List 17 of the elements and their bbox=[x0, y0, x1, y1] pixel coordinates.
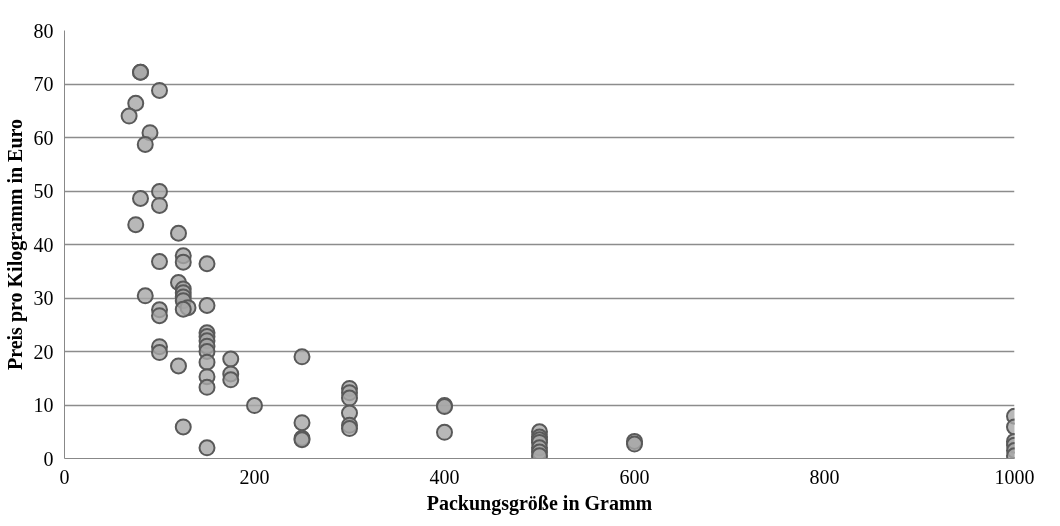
x-axis-title: Packungsgröße in Gramm bbox=[426, 491, 653, 515]
y-tick-label: 80 bbox=[33, 19, 54, 42]
y-tick-label: 70 bbox=[33, 73, 54, 95]
y-tick-label: 10 bbox=[33, 394, 54, 416]
y-tick-label: 20 bbox=[33, 340, 54, 363]
x-tick-label: 400 bbox=[429, 465, 460, 488]
y-axis-title: Preis pro Kilogramm in Euro bbox=[3, 118, 27, 371]
y-tick-label: 30 bbox=[33, 287, 54, 309]
x-tick-label: 1000 bbox=[994, 465, 1035, 488]
x-tick-label: 200 bbox=[239, 465, 270, 488]
x-tick-label: 800 bbox=[809, 465, 840, 488]
y-tick-label: 50 bbox=[33, 180, 54, 202]
y-tick-label: 0 bbox=[43, 447, 54, 470]
x-tick-label: 0 bbox=[59, 465, 70, 488]
x-tick-label: 600 bbox=[619, 465, 650, 488]
y-tick-label: 60 bbox=[33, 126, 54, 149]
y-tick-label: 40 bbox=[33, 233, 54, 256]
